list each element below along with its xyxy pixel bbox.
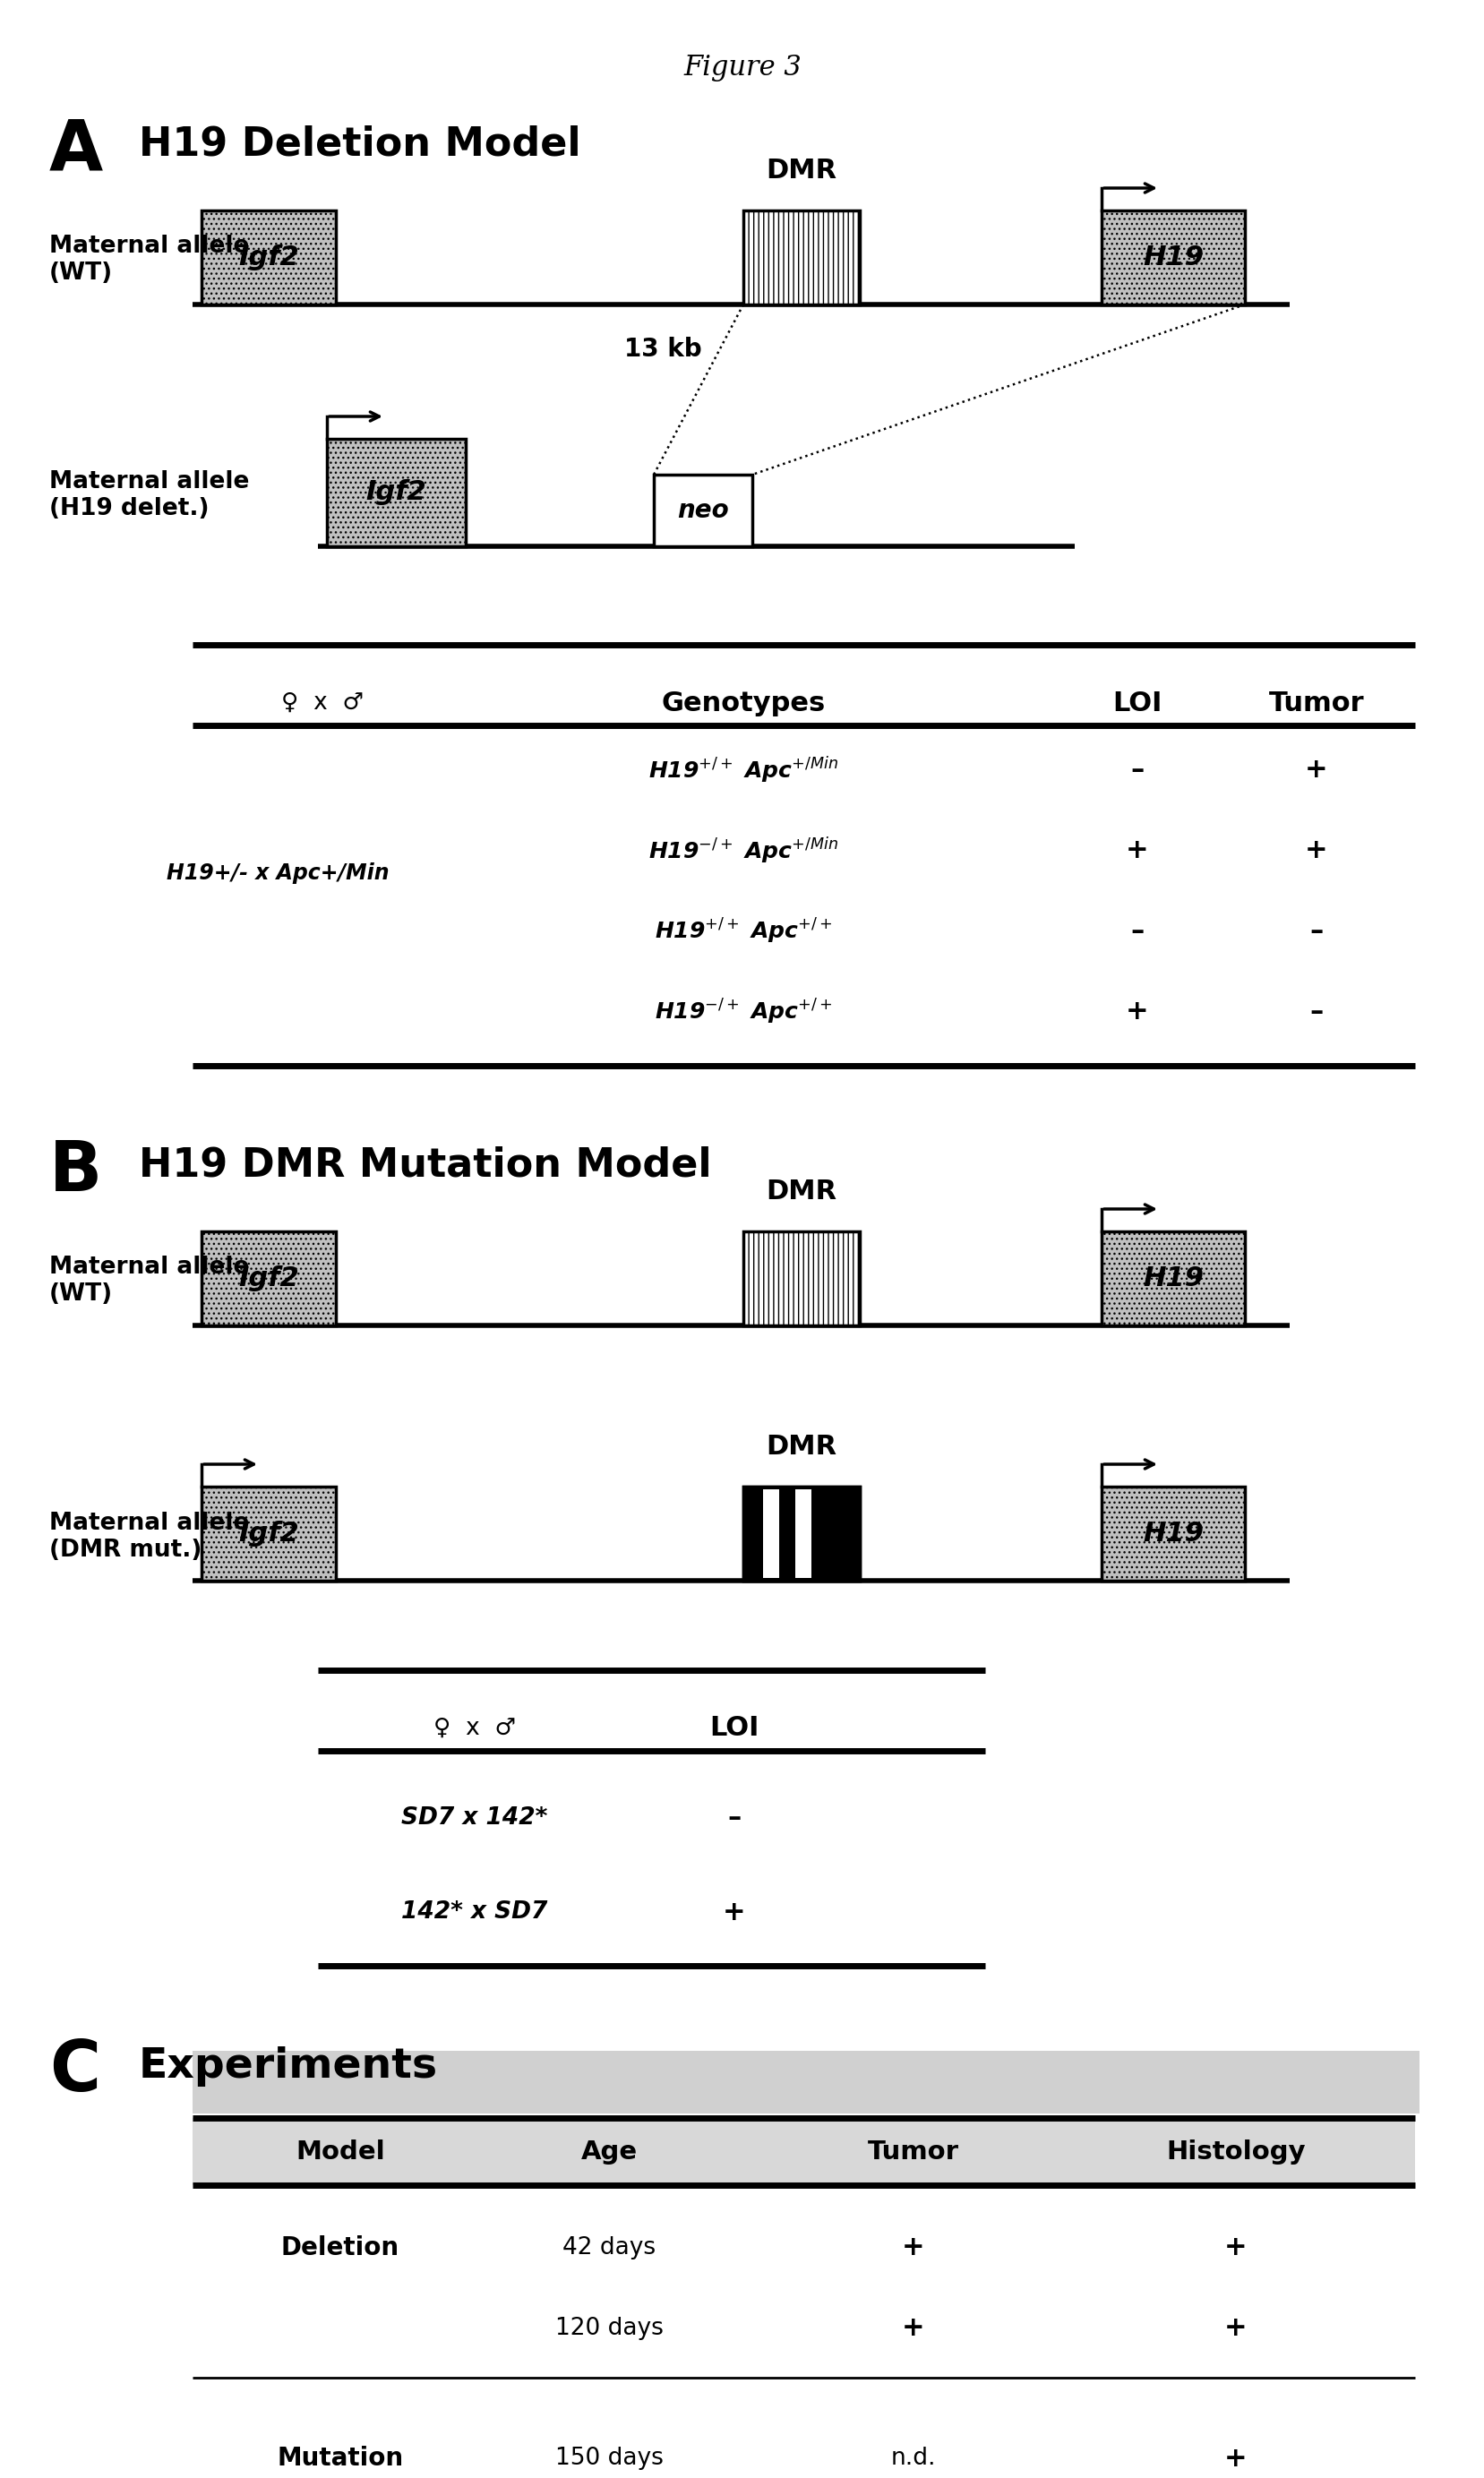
Text: H19$^{+/+}$ Apc$^{+/Min}$: H19$^{+/+}$ Apc$^{+/Min}$ <box>649 756 838 786</box>
Text: +: + <box>723 1898 745 1925</box>
Text: 13 kb: 13 kb <box>623 337 700 362</box>
Bar <box>193 2052 1419 2114</box>
Text: Model: Model <box>295 2139 384 2166</box>
Bar <box>1101 1232 1244 1326</box>
Text: +: + <box>901 2314 925 2342</box>
Bar <box>653 476 752 545</box>
Text: Figure 3: Figure 3 <box>683 55 801 82</box>
Bar <box>743 211 859 305</box>
Text: H19$^{+/+}$ Apc$^{+/+}$: H19$^{+/+}$ Apc$^{+/+}$ <box>654 917 831 947</box>
Text: 120 days: 120 days <box>555 2317 663 2339</box>
Text: Maternal allele: Maternal allele <box>49 1256 249 1279</box>
Text: H19: H19 <box>1143 1521 1204 1546</box>
Text: Igf2: Igf2 <box>239 1521 298 1546</box>
Text: Mutation: Mutation <box>278 2446 404 2471</box>
Text: (WT): (WT) <box>49 1284 113 1306</box>
Bar <box>795 1489 810 1578</box>
Text: ♀  x  ♂: ♀ x ♂ <box>433 1717 515 1740</box>
Text: H19: H19 <box>1143 1266 1204 1291</box>
Text: Tumor: Tumor <box>1267 689 1364 716</box>
Bar <box>1101 211 1244 305</box>
Text: Maternal allele: Maternal allele <box>49 235 249 258</box>
Text: H19$^{-/+}$ Apc$^{+/+}$: H19$^{-/+}$ Apc$^{+/+}$ <box>654 999 831 1026</box>
Text: 142* x SD7: 142* x SD7 <box>401 1901 548 1923</box>
Text: neo: neo <box>677 498 729 523</box>
Text: Igf2: Igf2 <box>365 481 426 506</box>
Text: H19: H19 <box>1143 245 1204 270</box>
Text: 150 days: 150 days <box>555 2446 663 2471</box>
Text: +: + <box>1224 2446 1247 2471</box>
Text: Maternal allele: Maternal allele <box>49 471 249 493</box>
Text: Deletion: Deletion <box>280 2235 399 2260</box>
Text: SD7 x 142*: SD7 x 142* <box>401 1806 548 1829</box>
Text: H19 DMR Mutation Model: H19 DMR Mutation Model <box>138 1147 711 1184</box>
Text: DMR: DMR <box>766 1180 837 1204</box>
Text: Maternal allele: Maternal allele <box>49 1512 249 1534</box>
Text: LOI: LOI <box>1112 689 1162 716</box>
Text: H19 Deletion Model: H19 Deletion Model <box>138 126 580 164</box>
Bar <box>202 1487 335 1581</box>
Text: +: + <box>1125 999 1149 1026</box>
Text: +: + <box>901 2235 925 2260</box>
Text: n.d.: n.d. <box>890 2446 935 2471</box>
Bar <box>1101 1487 1244 1581</box>
Bar <box>743 1232 859 1326</box>
Text: Tumor: Tumor <box>867 2139 959 2166</box>
Text: –: – <box>727 1804 741 1831</box>
Text: Experiments: Experiments <box>138 2047 438 2086</box>
Text: Igf2: Igf2 <box>239 245 298 270</box>
Text: (DMR mut.): (DMR mut.) <box>49 1539 202 1561</box>
Bar <box>202 1232 335 1326</box>
Text: C: C <box>49 2037 101 2106</box>
Bar <box>763 1489 779 1578</box>
Bar <box>743 1487 859 1581</box>
Bar <box>193 2119 1414 2186</box>
Text: –: – <box>1129 919 1144 944</box>
Text: +: + <box>1224 2314 1247 2342</box>
Text: (WT): (WT) <box>49 263 113 285</box>
Text: +: + <box>1224 2235 1247 2260</box>
Text: A: A <box>49 116 102 183</box>
Text: –: – <box>1309 919 1322 944</box>
Text: 42 days: 42 days <box>562 2235 656 2260</box>
Text: ♀  x  ♂: ♀ x ♂ <box>280 691 364 714</box>
Text: +: + <box>1125 838 1149 865</box>
Text: H19+/- x Apc+/Min: H19+/- x Apc+/Min <box>166 862 389 885</box>
Text: (H19 delet.): (H19 delet.) <box>49 498 209 520</box>
Bar <box>743 1487 859 1581</box>
Bar <box>202 211 335 305</box>
Text: DMR: DMR <box>766 1435 837 1460</box>
Text: LOI: LOI <box>709 1715 758 1742</box>
Text: DMR: DMR <box>766 159 837 183</box>
Text: –: – <box>1309 999 1322 1026</box>
Text: Age: Age <box>580 2139 637 2166</box>
Text: Histology: Histology <box>1165 2139 1304 2166</box>
Text: +: + <box>1304 758 1327 783</box>
Text: B: B <box>49 1137 102 1204</box>
Text: Genotypes: Genotypes <box>660 689 825 716</box>
Text: –: – <box>1129 758 1144 783</box>
Bar <box>326 439 466 545</box>
Text: Igf2: Igf2 <box>239 1266 298 1291</box>
Text: +: + <box>1304 838 1327 865</box>
Text: H19$^{-/+}$ Apc$^{+/Min}$: H19$^{-/+}$ Apc$^{+/Min}$ <box>649 835 838 865</box>
